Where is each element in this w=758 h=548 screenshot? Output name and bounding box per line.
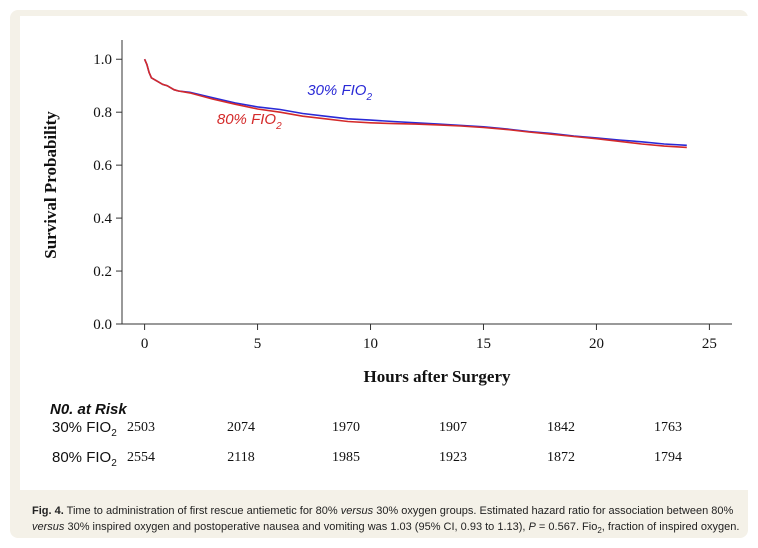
- risk-table-cell: 1703: [744, 450, 758, 466]
- x-tick-label: 15: [476, 336, 491, 352]
- risk-table-cell: 1907: [439, 420, 467, 435]
- risk-row-label: 80% FIO2: [52, 449, 117, 469]
- figure-caption: Fig. 4. Time to administration of first …: [32, 503, 746, 539]
- y-axis-label: Survival Probability: [41, 111, 60, 259]
- risk-row-label-text: 80% FIO: [52, 449, 112, 466]
- risk-table-cell: 1970: [332, 420, 360, 435]
- risk-row-label-subscript: 2: [111, 458, 117, 469]
- risk-table-cell: 2554: [127, 450, 155, 465]
- risk-table-cell: 1842: [547, 420, 575, 435]
- caption-text-3: 30% inspired oxygen and postoperative na…: [64, 521, 529, 533]
- y-tick-label: 0.6: [93, 158, 112, 174]
- caption-text-2: 30% oxygen groups. Estimated hazard rati…: [373, 505, 734, 517]
- y-tick-label: 1.0: [93, 52, 112, 68]
- y-tick-label: 0.0: [93, 317, 112, 333]
- risk-row-label-subscript: 2: [111, 428, 117, 439]
- x-axis-label: Hours after Surgery: [364, 367, 511, 386]
- risk-table-cell: 1923: [439, 450, 467, 465]
- series-line-80-fio2: [143, 58, 687, 149]
- caption-versus-2: versus: [32, 521, 65, 533]
- caption-p-symbol: P: [528, 521, 536, 533]
- caption-text-4: = 0.567. Fio: [535, 521, 598, 533]
- risk-table-cell: 2118: [227, 450, 255, 465]
- risk-table-cell: 1763: [654, 420, 682, 435]
- series-label-30-fio2: 30% FIO2: [307, 82, 372, 103]
- risk-table-title: N0. at Risk: [50, 401, 127, 418]
- risk-table-cell: 1985: [332, 450, 360, 465]
- x-tick-label: 25: [702, 336, 717, 352]
- risk-row-label: 30% FIO2: [52, 419, 117, 439]
- y-tick-label: 0.4: [93, 211, 112, 227]
- caption-fio-subscript: 2: [597, 526, 602, 536]
- risk-table-cell: 1794: [654, 450, 682, 465]
- risk-table-cell: 2074: [227, 420, 255, 435]
- y-tick-label: 0.8: [93, 105, 112, 121]
- risk-table-cell: 1872: [547, 450, 575, 465]
- caption-versus-1: versus: [340, 505, 374, 517]
- x-tick-label: 0: [141, 336, 149, 352]
- risk-table-cell: 1690: [744, 420, 758, 436]
- caption-fig-label: Fig. 4.: [32, 505, 64, 517]
- risk-row-label-text: 30% FIO: [52, 419, 112, 436]
- x-tick-label: 20: [589, 336, 604, 352]
- caption-text-1: Time to administration of first rescue a…: [63, 505, 341, 517]
- y-tick-label: 0.2: [93, 264, 112, 280]
- survival-chart: 0.0 0.2 0.4 0.6 0.8 1.0 0 5 10 15 20 25 Survival Pro…: [41, 40, 732, 386]
- risk-table-cell: 2503: [127, 420, 155, 435]
- x-tick-label: 10: [363, 336, 378, 352]
- plot-panel: 0.0 0.2 0.4 0.6 0.8 1.0 0 5 10 15 20 25 Survival Pro…: [20, 16, 748, 490]
- x-tick-label: 5: [254, 336, 261, 352]
- series-label-80-fio2: 80% FIO2: [217, 111, 282, 132]
- caption-text-5: , fraction of inspired oxygen.: [601, 521, 740, 533]
- figure-card: 0.0 0.2 0.4 0.6 0.8 1.0 0 5 10 15 20 25 Survival Pro…: [10, 10, 748, 538]
